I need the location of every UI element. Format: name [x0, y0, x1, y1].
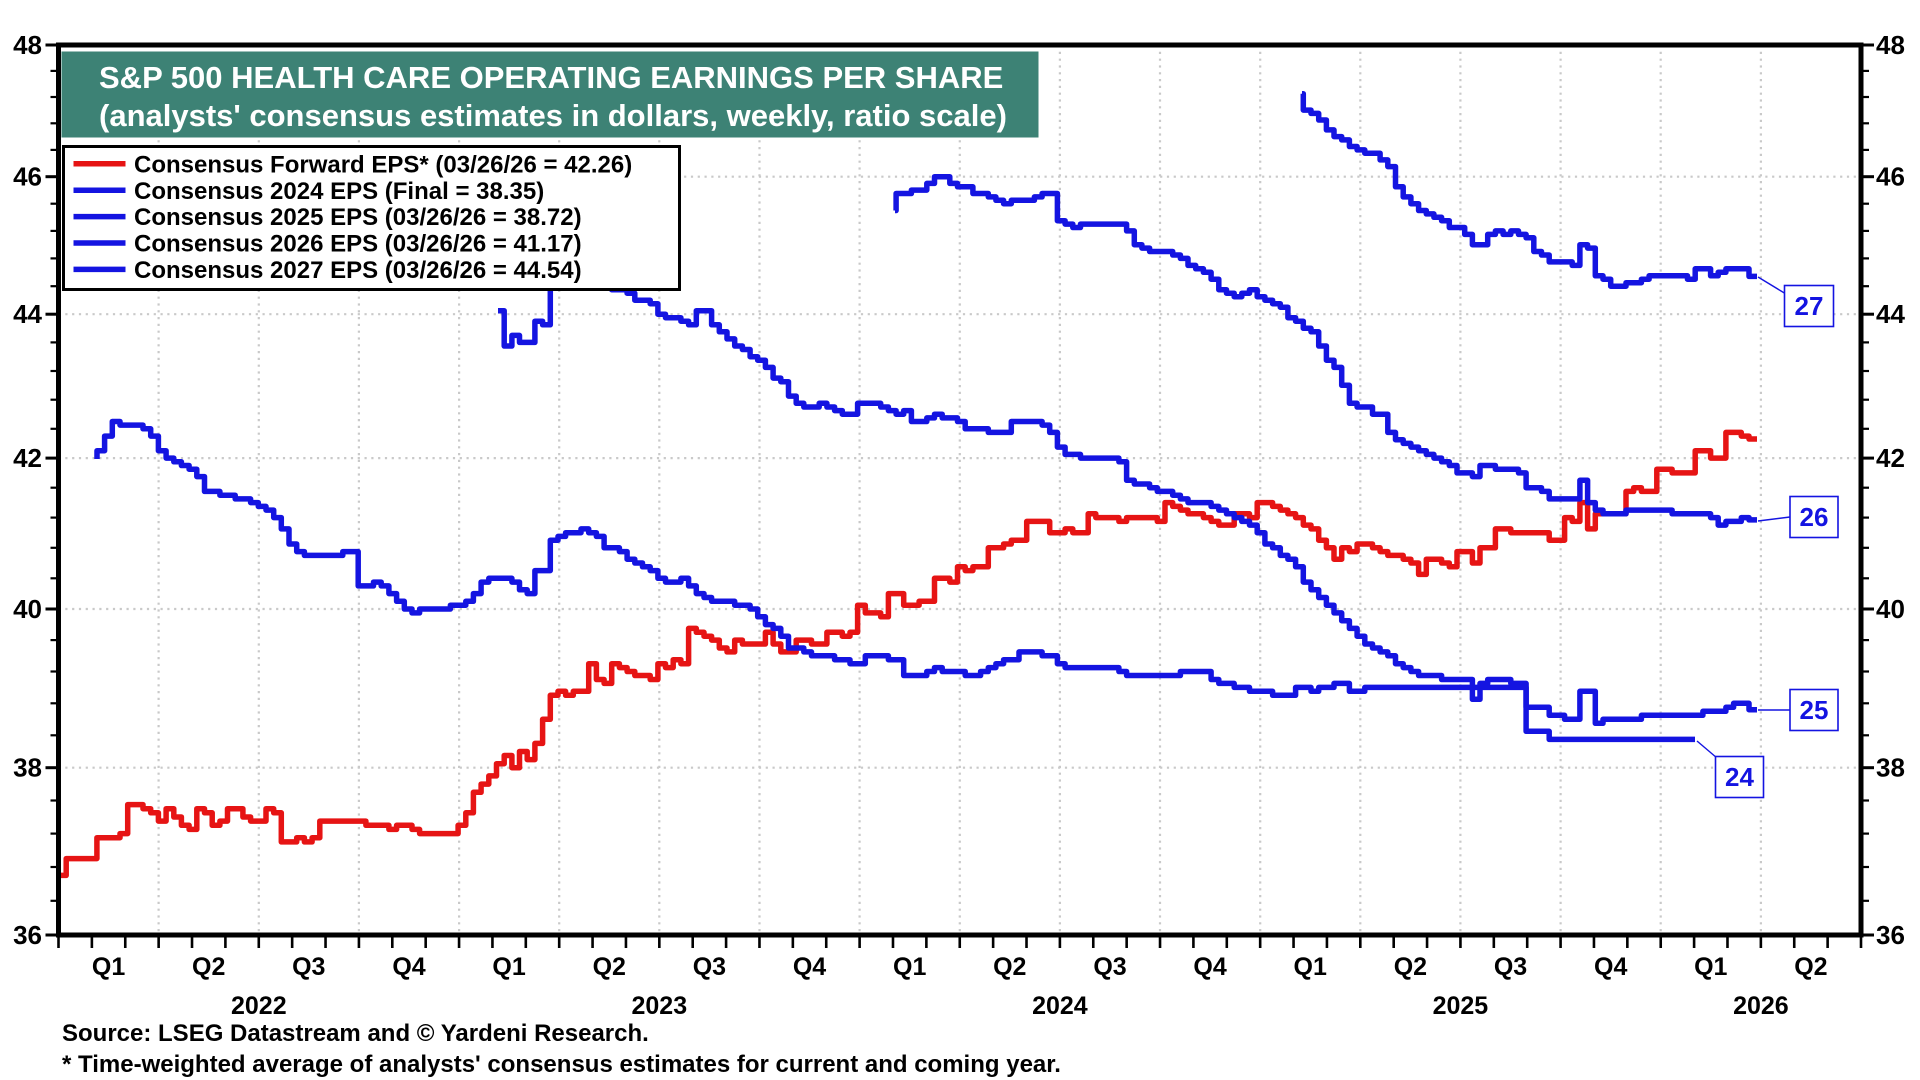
svg-text:2025: 2025 — [1433, 992, 1489, 1020]
svg-text:Q1: Q1 — [1294, 953, 1327, 981]
svg-text:Q4: Q4 — [392, 953, 425, 981]
svg-text:Consensus 2025 EPS (03/26/26 =: Consensus 2025 EPS (03/26/26 = 38.72) — [134, 204, 582, 231]
svg-text:44: 44 — [13, 299, 42, 329]
svg-text:25: 25 — [1800, 695, 1829, 725]
svg-text:48: 48 — [1876, 30, 1905, 60]
svg-text:26: 26 — [1800, 502, 1829, 532]
svg-text:24: 24 — [1725, 762, 1754, 792]
svg-text:Q2: Q2 — [993, 953, 1026, 981]
svg-text:Q1: Q1 — [1694, 953, 1727, 981]
svg-text:Q1: Q1 — [92, 953, 125, 981]
svg-text:2023: 2023 — [631, 992, 687, 1020]
svg-text:Q4: Q4 — [1594, 953, 1627, 981]
svg-text:Consensus 2026 EPS (03/26/26 =: Consensus 2026 EPS (03/26/26 = 41.17) — [134, 231, 582, 258]
svg-text:Q3: Q3 — [1093, 953, 1126, 981]
svg-text:Q1: Q1 — [492, 953, 525, 981]
svg-text:46: 46 — [13, 162, 42, 192]
svg-text:42: 42 — [13, 443, 42, 473]
svg-text:Source: LSEG Datastream and ©: Source: LSEG Datastream and © Yardeni Re… — [62, 1020, 649, 1047]
svg-text:48: 48 — [13, 30, 42, 60]
svg-text:* Time-weighted average of ana: * Time-weighted average of analysts' con… — [62, 1051, 1061, 1078]
svg-text:Q3: Q3 — [292, 953, 325, 981]
svg-text:Consensus 2024 EPS (Final = 38: Consensus 2024 EPS (Final = 38.35) — [134, 178, 544, 205]
svg-text:S&P 500 HEALTH CARE OPERATING: S&P 500 HEALTH CARE OPERATING EARNINGS P… — [99, 60, 1003, 95]
svg-text:2024: 2024 — [1032, 992, 1088, 1020]
svg-text:40: 40 — [1876, 594, 1905, 624]
svg-text:2022: 2022 — [231, 992, 287, 1020]
svg-text:2026: 2026 — [1733, 992, 1789, 1020]
svg-text:Q3: Q3 — [693, 953, 726, 981]
svg-text:42: 42 — [1876, 443, 1905, 473]
svg-text:38: 38 — [13, 753, 42, 783]
svg-text:Q2: Q2 — [1794, 953, 1827, 981]
svg-text:27: 27 — [1795, 291, 1824, 321]
svg-text:Q2: Q2 — [1394, 953, 1427, 981]
svg-text:Q1: Q1 — [893, 953, 926, 981]
svg-text:Q4: Q4 — [1193, 953, 1226, 981]
svg-text:Q4: Q4 — [793, 953, 826, 981]
svg-text:44: 44 — [1876, 299, 1905, 329]
svg-text:Q2: Q2 — [593, 953, 626, 981]
svg-text:Consensus Forward EPS* (03/26/: Consensus Forward EPS* (03/26/26 = 42.26… — [134, 151, 632, 178]
svg-text:Q3: Q3 — [1494, 953, 1527, 981]
svg-text:Q2: Q2 — [192, 953, 225, 981]
svg-text:Consensus 2027 EPS (03/26/26 =: Consensus 2027 EPS (03/26/26 = 44.54) — [134, 257, 582, 284]
svg-text:36: 36 — [13, 920, 42, 950]
svg-text:(analysts' consensus estimates: (analysts' consensus estimates in dollar… — [99, 98, 1007, 133]
svg-text:36: 36 — [1876, 920, 1905, 950]
svg-text:38: 38 — [1876, 753, 1905, 783]
svg-text:40: 40 — [13, 594, 42, 624]
svg-text:46: 46 — [1876, 162, 1905, 192]
